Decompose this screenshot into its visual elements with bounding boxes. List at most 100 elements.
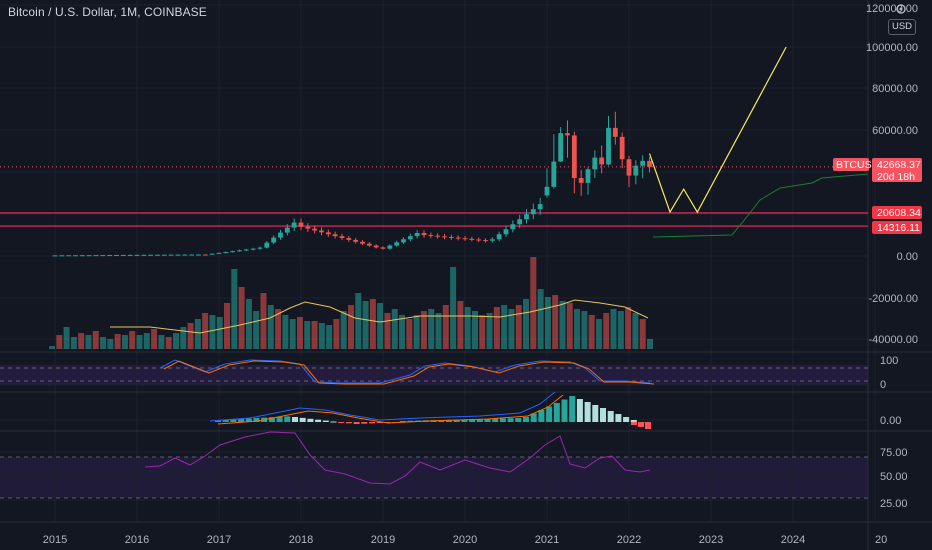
volume-bar [340,311,347,349]
candle [161,254,167,256]
candle [599,157,605,165]
candle [360,241,365,244]
volume-pane [49,257,653,349]
macd-histogram-bar [230,419,237,422]
candle [73,255,78,257]
price-tick-label: 120000.00 [866,3,918,15]
candle [626,159,632,176]
volume-bar [63,327,70,349]
macd-histogram-bar [245,418,252,422]
candle [476,239,482,241]
last-price-value: 42668.37 [877,159,921,171]
candle [619,136,625,160]
candle [647,160,652,167]
candle [127,254,133,256]
candle [428,235,434,237]
volume-bar [486,313,493,349]
candle [291,222,297,228]
candle [189,254,195,256]
macd-histogram-bar [523,417,529,422]
volume-bar [275,309,282,349]
volume-bar [508,309,515,349]
volume-bar [143,333,150,349]
rsi-tick-label: 25.00 [880,498,908,510]
candle [79,255,85,257]
volume-bar [180,327,187,349]
volume-bar [282,315,289,349]
candle [339,236,345,239]
candle [592,157,598,170]
volume-bar [318,323,325,349]
volume-bar [647,339,653,349]
price-axis: 120000.00 100000.00 80000.00 60000.00 0.00 -2… [833,3,922,510]
candle [496,234,502,240]
macd-histogram-bar [492,418,499,422]
macd-histogram-bar [369,422,375,424]
candle [120,254,126,256]
candle [565,133,570,136]
volume-bar [70,337,77,349]
volume-bar [209,315,216,349]
candle [332,234,338,237]
volume-bar [515,305,522,349]
macd-histogram-bar [600,408,606,422]
settings-icon[interactable] [894,2,908,16]
macd-histogram-bar [376,422,383,424]
volume-bar [253,311,260,349]
candle [353,239,359,242]
macd-histogram-bar [499,418,506,422]
candle [578,178,584,183]
candle [298,222,304,227]
macd-histogram-bar [631,422,637,425]
volume-bar [581,311,588,349]
candle [489,239,495,241]
macd-histogram-bar [538,410,545,422]
time-tick-label: 2016 [125,534,149,546]
level-price-tag [872,221,922,234]
macd-histogram-bar [222,419,229,422]
candle [52,255,58,257]
volume-bar [78,333,85,349]
candle [571,135,577,179]
volume-bar [384,313,391,349]
volume-bar [224,303,231,349]
candle [59,255,65,257]
macd-histogram-bar [330,421,337,423]
macd-histogram-bar [638,422,644,427]
candle [421,233,427,236]
volume-bar [85,335,92,349]
stoch-d-line [163,360,655,385]
level-price-value: 20608.34 [877,207,921,219]
price-tick-label: -20000.00 [868,293,918,305]
volume-bar [56,335,63,349]
volume-bar [129,331,136,349]
volume-bar [537,289,544,349]
currency-button[interactable]: USD [888,19,916,35]
volume-bar [413,315,420,349]
volume-bar [399,315,406,349]
macd-histogram-bar [446,419,452,422]
macd-histogram-bar [592,405,599,422]
volume-bar [544,297,551,349]
candle [196,254,201,256]
candle [469,238,475,240]
candle [148,254,154,256]
volume-bar [493,307,500,349]
candle [530,209,536,215]
volume-bar [574,309,581,349]
volume-bar [428,309,435,349]
volume-bar [216,317,223,349]
macd-line [209,391,556,422]
price-tick-label: 80000.00 [872,83,918,95]
macd-histogram-bar [276,416,283,422]
volume-bar [304,321,311,349]
macd-signal-line [217,394,564,425]
macd-histogram-bar [322,420,329,422]
volume-bar [457,301,464,349]
volume-bar [136,335,143,349]
candle [257,247,263,249]
volume-bar [49,346,55,349]
macd-histogram-bar [553,403,560,422]
time-tick-label: 2024 [781,534,805,546]
